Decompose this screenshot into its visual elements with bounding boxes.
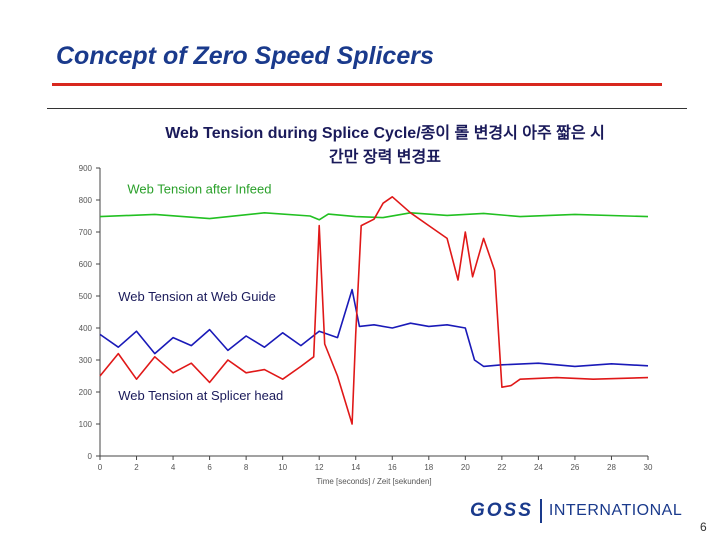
logo-divider bbox=[539, 499, 542, 523]
x-tick-label: 18 bbox=[424, 463, 433, 472]
series-line-1 bbox=[99, 288, 649, 368]
x-tick-label: 28 bbox=[607, 463, 616, 472]
title-underline bbox=[52, 83, 662, 86]
y-tick-label: 500 bbox=[79, 292, 93, 301]
y-tick-label: 200 bbox=[79, 388, 93, 397]
x-tick-label: 24 bbox=[534, 463, 543, 472]
chart-title-line2: 간만 장력 변경표 bbox=[329, 149, 441, 166]
series-line-0 bbox=[99, 212, 649, 221]
chart-title-line1: Web Tension during Splice Cycle/종이 롤 변경시… bbox=[165, 125, 605, 142]
y-tick-label: 700 bbox=[79, 228, 93, 237]
y-tick-label: 0 bbox=[88, 452, 93, 461]
logo-suffix: INTERNATIONAL bbox=[548, 502, 683, 519]
x-tick-label: 2 bbox=[134, 463, 139, 472]
x-tick-label: 6 bbox=[207, 463, 212, 472]
annotation-label-1: Web Tension at Web Guide bbox=[118, 289, 276, 304]
x-tick-label: 30 bbox=[644, 463, 653, 472]
annotations: Web Tension after Infeed Web Tension at W… bbox=[118, 182, 283, 403]
x-tick-label: 16 bbox=[388, 463, 397, 472]
y-tick-label: 300 bbox=[79, 356, 93, 365]
x-tick-label: 14 bbox=[351, 463, 360, 472]
y-tick-label: 600 bbox=[79, 260, 93, 269]
x-tick-label: 26 bbox=[570, 463, 579, 472]
annotation-label-0: Web Tension after Infeed bbox=[127, 182, 271, 197]
y-tick-label: 100 bbox=[79, 420, 93, 429]
series-group bbox=[99, 196, 649, 425]
chart-title: Web Tension during Splice Cycle/종이 롤 변경시… bbox=[60, 122, 710, 170]
y-tick-label: 800 bbox=[79, 196, 93, 205]
logo-wordmark: GOSS bbox=[470, 500, 533, 521]
y-tick-label: 900 bbox=[79, 164, 93, 173]
y-tick-label: 400 bbox=[79, 324, 93, 333]
page-number: 6 bbox=[700, 520, 707, 534]
title-rule bbox=[47, 108, 687, 109]
annotation-label-2: Web Tension at Splicer head bbox=[118, 388, 283, 403]
x-tick-label: 10 bbox=[278, 463, 287, 472]
x-tick-label: 8 bbox=[244, 463, 249, 472]
x-axis-label: Time [seconds] / Zeit [sekunden] bbox=[316, 477, 431, 486]
series-line-2 bbox=[99, 196, 649, 425]
x-tick-label: 20 bbox=[461, 463, 470, 472]
x-tick-label: 12 bbox=[315, 463, 324, 472]
slide-title: Concept of Zero Speed Splicers bbox=[56, 42, 434, 70]
goss-logo: GOSS INTERNATIONAL bbox=[470, 498, 682, 524]
x-tick-label: 0 bbox=[98, 463, 103, 472]
x-tick-label: 4 bbox=[171, 463, 176, 472]
x-tick-label: 22 bbox=[497, 463, 506, 472]
